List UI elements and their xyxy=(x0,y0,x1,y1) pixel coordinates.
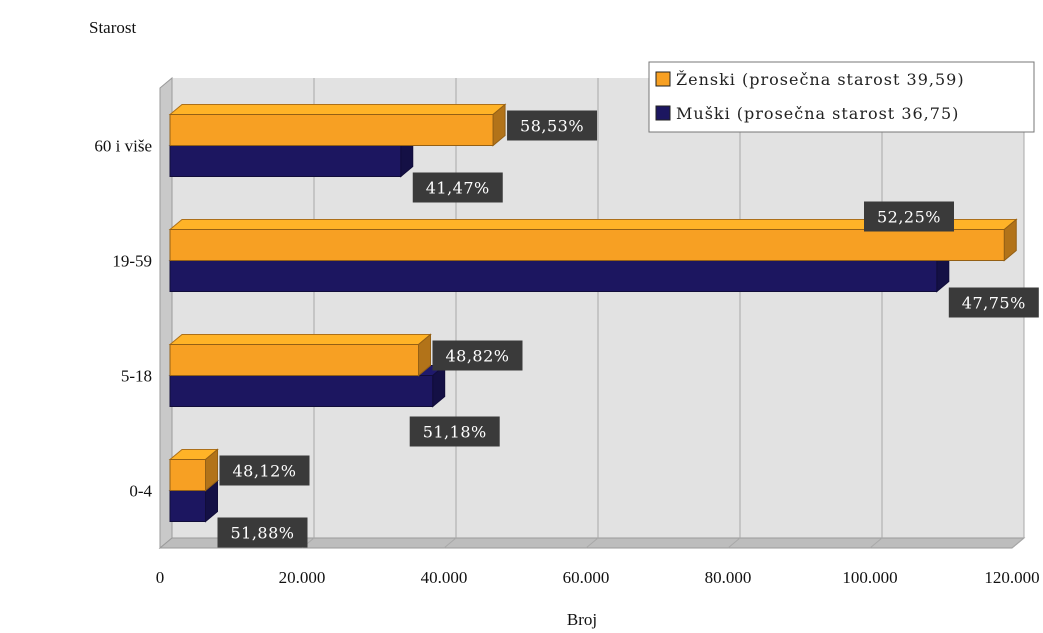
y-axis-title: Starost xyxy=(89,18,137,37)
x-tick-label: 80.000 xyxy=(705,568,752,587)
data-label-zenski-text: 58,53% xyxy=(520,117,584,136)
plot-area: 0 20.000 40.000 60.000 80.000 100.000 120.000 0… xyxy=(94,76,1040,587)
bar-muski-front xyxy=(169,260,938,292)
data-label-zenski-text: 48,12% xyxy=(232,462,296,481)
bar-zenski-front xyxy=(169,344,419,376)
bar-zenski-front xyxy=(169,114,494,146)
data-label-zenski-box xyxy=(219,455,310,486)
bar-zenski xyxy=(168,103,507,147)
data-label-zenski-box xyxy=(507,110,598,141)
bar-zenski-top xyxy=(168,334,432,345)
data-label-muski-box xyxy=(409,416,500,447)
x-tick-label: 100.000 xyxy=(842,568,897,587)
data-label-zenski: 58,53% xyxy=(507,110,598,141)
data-labels-layer: 48,12% 51,88% 48,82% 51,18% 52,25% 47,75% 58,5… xyxy=(217,110,1039,548)
data-label-zenski-box xyxy=(432,340,523,371)
bars-layer xyxy=(168,103,1018,523)
data-label-zenski-box xyxy=(864,201,954,232)
legend-label-zenski: Ženski (prosečna starost 39,59) xyxy=(676,69,965,89)
data-label-muski-box xyxy=(217,517,308,548)
bar-zenski xyxy=(168,333,432,377)
gridline-floor xyxy=(727,537,741,549)
data-label-zenski: 48,12% xyxy=(219,455,310,486)
bar-zenski-front xyxy=(169,459,206,491)
bar-muski-front xyxy=(169,375,434,407)
x-tick-label: 0 xyxy=(156,568,165,587)
gridline-floor xyxy=(1011,537,1025,549)
data-label-muski: 51,88% xyxy=(217,517,308,548)
gridline-floor xyxy=(869,537,883,549)
y-tick-label: 5-18 xyxy=(121,367,152,386)
legend-swatch-zenski xyxy=(655,71,671,87)
bar-muski-front xyxy=(169,145,402,177)
bar-zenski-front xyxy=(169,229,1005,261)
x-tick-label: 60.000 xyxy=(563,568,610,587)
data-label-zenski-text: 48,82% xyxy=(445,347,509,366)
legend-swatch-muski xyxy=(655,105,671,121)
data-label-zenski: 48,82% xyxy=(432,340,523,371)
data-label-muski: 47,75% xyxy=(948,287,1039,318)
gridline-floor xyxy=(585,537,599,549)
x-tick-label: 40.000 xyxy=(421,568,468,587)
data-label-muski-text: 51,88% xyxy=(230,524,294,543)
data-label-muski: 51,18% xyxy=(409,416,500,447)
y-tick-label: 19-59 xyxy=(112,252,152,271)
data-label-muski-text: 47,75% xyxy=(962,294,1026,313)
y-tick-label: 0-4 xyxy=(129,482,152,501)
data-label-muski: 41,47% xyxy=(412,172,503,203)
bar-zenski xyxy=(168,218,1018,262)
x-axis-title: Broj xyxy=(567,610,597,629)
data-label-muski-box xyxy=(412,172,503,203)
bar-muski-front xyxy=(169,490,206,522)
legend: Ženski (prosečna starost 39,59) Muški (p… xyxy=(648,61,1035,133)
legend-box xyxy=(648,61,1035,133)
data-label-zenski: 52,25% xyxy=(864,201,954,232)
gridline-floor xyxy=(443,537,457,549)
data-label-muski-text: 41,47% xyxy=(426,179,490,198)
data-label-muski-text: 51,18% xyxy=(423,423,487,442)
data-label-muski-box xyxy=(948,287,1039,318)
data-label-zenski-text: 52,25% xyxy=(877,208,941,227)
bar-zenski-top xyxy=(168,104,507,115)
x-tick-label: 120.000 xyxy=(984,568,1039,587)
x-tick-label: 20.000 xyxy=(279,568,326,587)
y-tick-label: 60 i više xyxy=(94,137,152,156)
bar-zenski xyxy=(168,448,219,492)
legend-label-muski: Muški (prosečna starost 36,75) xyxy=(676,104,959,123)
